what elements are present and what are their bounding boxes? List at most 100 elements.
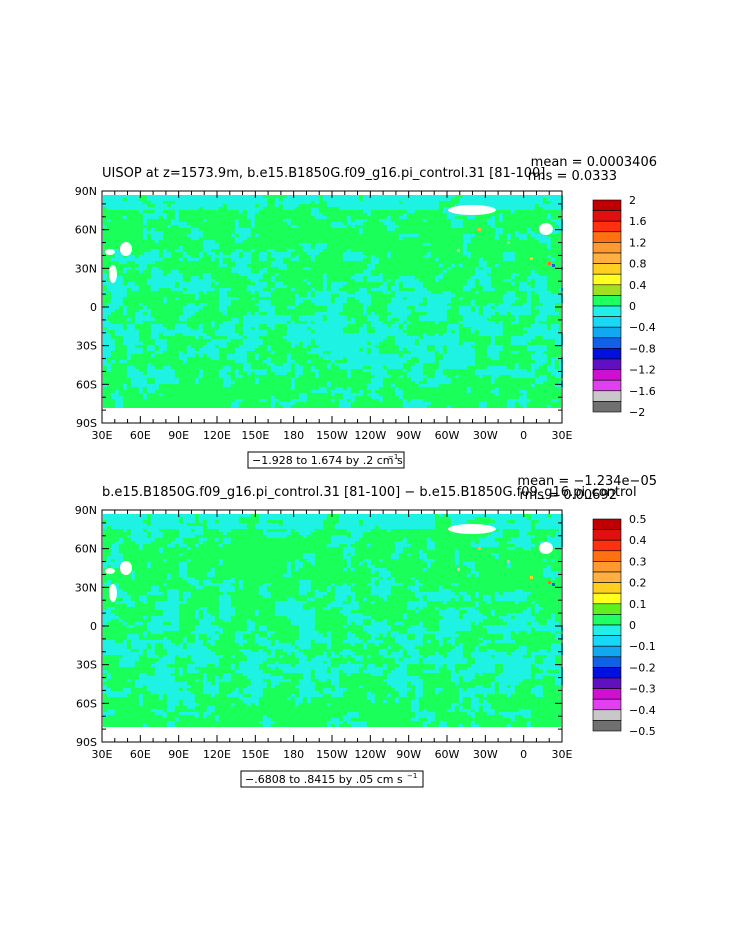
map-cell <box>295 372 299 375</box>
map-cell <box>215 330 219 333</box>
map-cell <box>411 294 415 297</box>
map-cell <box>151 384 155 387</box>
map-cell <box>335 318 339 321</box>
map-cell <box>195 625 199 628</box>
map-cell <box>355 619 359 622</box>
map-cell <box>371 619 375 622</box>
map-cell <box>503 520 507 523</box>
map-cell <box>367 297 371 300</box>
map-cell <box>395 324 399 327</box>
map-cell <box>395 360 399 363</box>
map-cell <box>539 607 543 610</box>
map-cell <box>171 222 175 225</box>
map-cell <box>143 393 147 396</box>
map-cell <box>211 625 215 628</box>
map-cell <box>127 282 131 285</box>
map-cell <box>367 357 371 360</box>
map-cell <box>447 405 451 408</box>
map-cell <box>251 333 255 336</box>
map-cell <box>175 598 179 601</box>
map-cell <box>147 261 151 264</box>
map-cell <box>219 327 223 330</box>
map-cell <box>523 613 527 616</box>
map-cell <box>215 255 219 258</box>
map-cell <box>363 219 367 222</box>
map-cell <box>259 625 263 628</box>
map-cell <box>175 222 179 225</box>
map-cell <box>543 517 547 520</box>
map-cell <box>207 514 211 517</box>
map-cell <box>547 526 551 529</box>
map-cell <box>395 306 399 309</box>
map-cell <box>147 375 151 378</box>
map-cell <box>163 255 167 258</box>
map-cell <box>139 315 143 318</box>
map-cell <box>495 595 499 598</box>
map-cell <box>303 529 307 532</box>
map-cell <box>175 207 179 210</box>
colorbar-swatch <box>593 211 621 222</box>
map-cell <box>411 625 415 628</box>
map-cell <box>551 574 555 577</box>
map-cell <box>159 276 163 279</box>
map-cell <box>499 366 503 369</box>
map-cell <box>335 195 339 198</box>
map-cell <box>395 330 399 333</box>
map-cell <box>447 622 451 625</box>
map-cell <box>495 625 499 628</box>
map-cell <box>411 369 415 372</box>
map-cell <box>363 526 367 529</box>
map-cell <box>127 523 131 526</box>
map-cell <box>303 625 307 628</box>
map-cell <box>507 402 511 405</box>
map-cell <box>443 375 447 378</box>
map-cell <box>331 327 335 330</box>
map-cell <box>475 610 479 613</box>
map-cell <box>379 574 383 577</box>
map-cell <box>407 312 411 315</box>
map-cell <box>351 207 355 210</box>
map-cell <box>319 333 323 336</box>
map-cell <box>343 342 347 345</box>
map-cell <box>419 556 423 559</box>
map-cell <box>375 628 379 631</box>
map-cell <box>427 384 431 387</box>
map-cell <box>203 249 207 252</box>
map-cell <box>435 333 439 336</box>
map-cell <box>171 613 175 616</box>
map-cell <box>495 330 499 333</box>
map-cell <box>215 204 219 207</box>
map-cell <box>223 517 227 520</box>
map-cell <box>327 198 331 201</box>
map-cell <box>475 315 479 318</box>
map-cell <box>283 405 287 408</box>
map-cell <box>159 535 163 538</box>
map-cell <box>315 297 319 300</box>
map-cell <box>219 595 223 598</box>
map-cell <box>423 291 427 294</box>
map-cell <box>223 366 227 369</box>
map-cell <box>335 342 339 345</box>
map-cell <box>431 360 435 363</box>
map-cell <box>183 535 187 538</box>
map-cell <box>267 514 271 517</box>
map-cell <box>339 354 343 357</box>
map-cell <box>459 345 463 348</box>
map-cell <box>419 598 423 601</box>
map-cell <box>363 270 367 273</box>
map-cell <box>163 213 167 216</box>
map-cell <box>111 339 115 342</box>
map-cell <box>339 402 343 405</box>
x-tick-label: 150W <box>316 429 348 442</box>
map-cell <box>339 321 343 324</box>
map-cell <box>555 198 559 201</box>
map-cell <box>199 195 203 198</box>
map-cell <box>335 595 339 598</box>
map-cell <box>243 234 247 237</box>
map-cell <box>331 360 335 363</box>
map-cell <box>407 517 411 520</box>
map-cell <box>331 604 335 607</box>
map-cell <box>167 628 171 631</box>
map-cell <box>351 553 355 556</box>
map-cell <box>555 372 559 375</box>
